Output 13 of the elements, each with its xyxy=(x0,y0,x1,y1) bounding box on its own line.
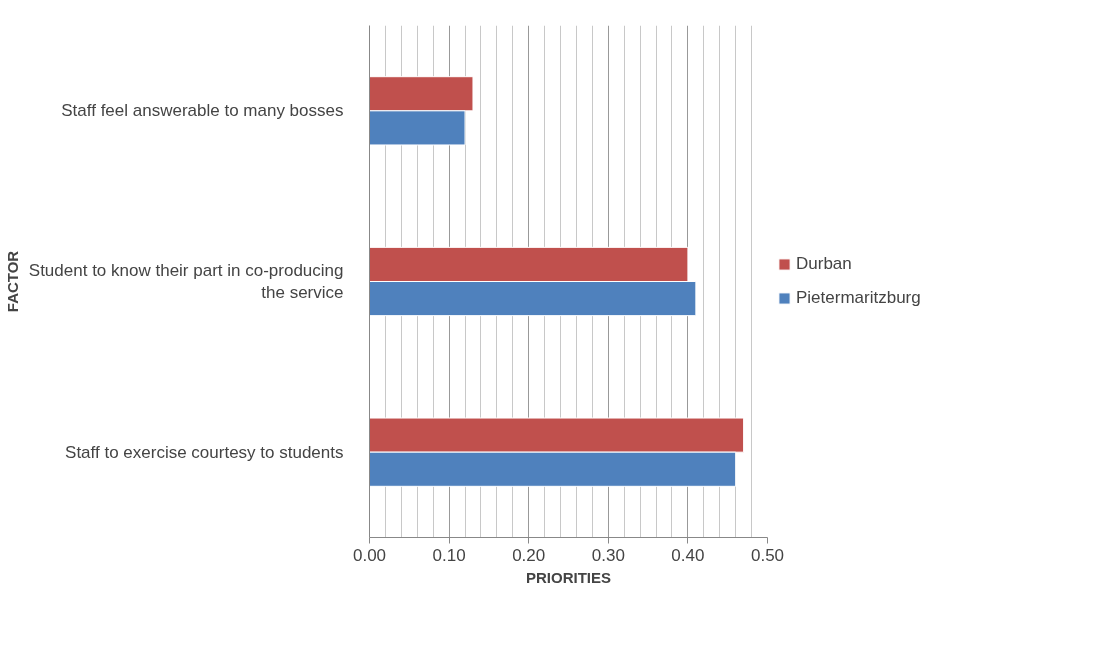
x-tick-label: 0.10 xyxy=(432,545,466,565)
x-tick-label: 0.00 xyxy=(352,545,387,565)
y-axis-title: FACTOR xyxy=(3,250,21,313)
x-tick-label: 0.30 xyxy=(591,545,625,565)
x-axis-title: PRIORITIES xyxy=(525,568,612,586)
legend-label: Pietermaritzburg xyxy=(796,288,921,308)
x-tick-label: 0.20 xyxy=(512,545,546,565)
y-tick-label: Student to know their part in co-producing the service xyxy=(28,260,344,303)
y-tick-label: Staff to exercise courtesy to students xyxy=(65,442,344,462)
x-tick-label: 0.40 xyxy=(671,545,705,565)
y-tick-label: Staff feel answerable to many bosses xyxy=(61,101,344,121)
legend-label: Durban xyxy=(796,254,852,274)
x-tick-label: 0.50 xyxy=(750,545,785,565)
